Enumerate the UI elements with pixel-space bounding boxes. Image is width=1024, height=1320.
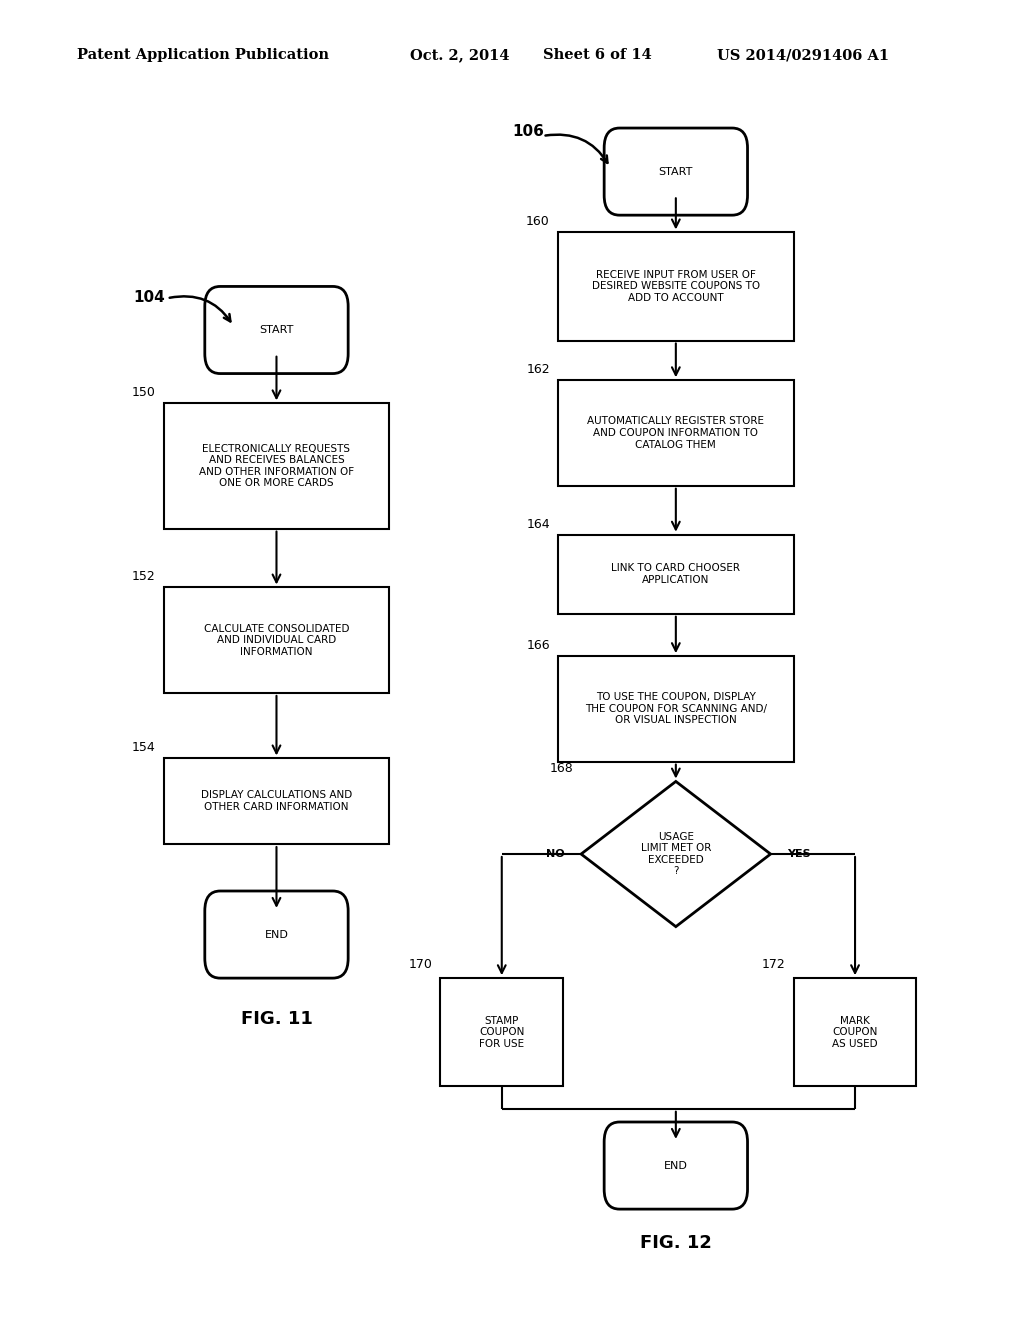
Text: 104: 104 xyxy=(133,289,165,305)
Text: Sheet 6 of 14: Sheet 6 of 14 xyxy=(543,49,651,62)
FancyBboxPatch shape xyxy=(440,978,563,1086)
Text: 172: 172 xyxy=(762,958,785,972)
Text: 162: 162 xyxy=(526,363,550,376)
Text: 164: 164 xyxy=(526,517,550,531)
Text: 170: 170 xyxy=(409,958,432,972)
FancyBboxPatch shape xyxy=(558,380,794,486)
Text: AUTOMATICALLY REGISTER STORE
AND COUPON INFORMATION TO
CATALOG THEM: AUTOMATICALLY REGISTER STORE AND COUPON … xyxy=(588,416,764,450)
FancyBboxPatch shape xyxy=(558,232,794,341)
FancyBboxPatch shape xyxy=(164,587,389,693)
Text: FIG. 12: FIG. 12 xyxy=(640,1234,712,1253)
Text: YES: YES xyxy=(787,849,811,859)
Text: 152: 152 xyxy=(132,570,156,583)
Text: END: END xyxy=(664,1160,688,1171)
Text: START: START xyxy=(658,166,693,177)
Text: USAGE
LIMIT MET OR
EXCEEDED
?: USAGE LIMIT MET OR EXCEEDED ? xyxy=(641,832,711,876)
Text: STAMP
COUPON
FOR USE: STAMP COUPON FOR USE xyxy=(479,1015,524,1049)
FancyBboxPatch shape xyxy=(205,286,348,374)
Polygon shape xyxy=(582,781,771,927)
Text: NO: NO xyxy=(546,849,565,859)
FancyBboxPatch shape xyxy=(164,404,389,528)
FancyBboxPatch shape xyxy=(604,1122,748,1209)
Text: 168: 168 xyxy=(549,762,573,775)
Text: ELECTRONICALLY REQUESTS
AND RECEIVES BALANCES
AND OTHER INFORMATION OF
ONE OR MO: ELECTRONICALLY REQUESTS AND RECEIVES BAL… xyxy=(199,444,354,488)
Text: 160: 160 xyxy=(526,215,550,228)
FancyBboxPatch shape xyxy=(558,535,794,614)
FancyBboxPatch shape xyxy=(164,758,389,845)
Text: RECEIVE INPUT FROM USER OF
DESIRED WEBSITE COUPONS TO
ADD TO ACCOUNT: RECEIVE INPUT FROM USER OF DESIRED WEBSI… xyxy=(592,269,760,304)
Text: DISPLAY CALCULATIONS AND
OTHER CARD INFORMATION: DISPLAY CALCULATIONS AND OTHER CARD INFO… xyxy=(201,791,352,812)
Text: END: END xyxy=(264,929,289,940)
Text: 166: 166 xyxy=(526,639,550,652)
FancyBboxPatch shape xyxy=(558,656,794,762)
Text: 154: 154 xyxy=(132,742,156,754)
Text: 106: 106 xyxy=(512,124,544,140)
FancyBboxPatch shape xyxy=(794,978,916,1086)
Text: 150: 150 xyxy=(132,387,156,399)
Text: US 2014/0291406 A1: US 2014/0291406 A1 xyxy=(717,49,889,62)
FancyBboxPatch shape xyxy=(604,128,748,215)
Text: Oct. 2, 2014: Oct. 2, 2014 xyxy=(410,49,509,62)
FancyBboxPatch shape xyxy=(205,891,348,978)
Text: Patent Application Publication: Patent Application Publication xyxy=(77,49,329,62)
Text: TO USE THE COUPON, DISPLAY
THE COUPON FOR SCANNING AND/
OR VISUAL INSPECTION: TO USE THE COUPON, DISPLAY THE COUPON FO… xyxy=(585,692,767,726)
Text: FIG. 11: FIG. 11 xyxy=(241,1010,312,1028)
Text: CALCULATE CONSOLIDATED
AND INDIVIDUAL CARD
INFORMATION: CALCULATE CONSOLIDATED AND INDIVIDUAL CA… xyxy=(204,623,349,657)
Text: LINK TO CARD CHOOSER
APPLICATION: LINK TO CARD CHOOSER APPLICATION xyxy=(611,564,740,585)
Text: START: START xyxy=(259,325,294,335)
Text: MARK
COUPON
AS USED: MARK COUPON AS USED xyxy=(833,1015,878,1049)
